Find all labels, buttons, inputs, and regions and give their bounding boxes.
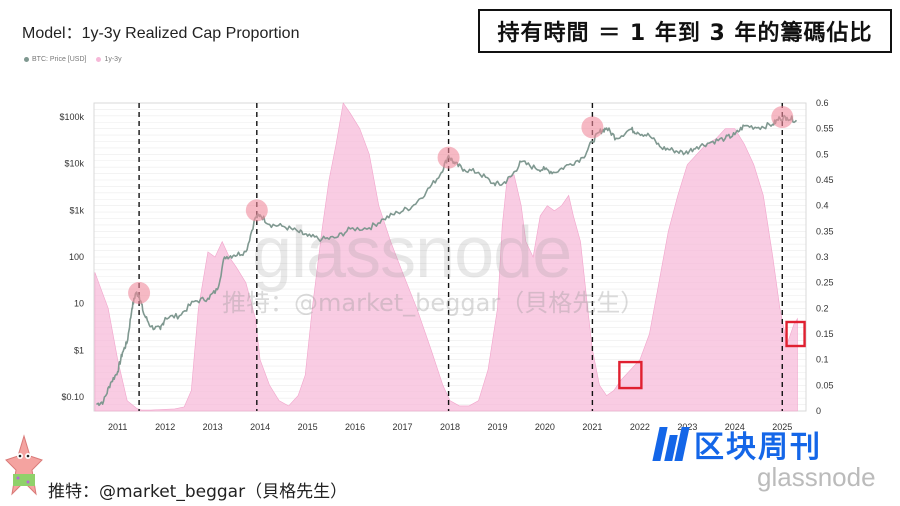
y-right-tick-label-12: 0.6 (816, 98, 829, 108)
x-tick-label-1: 2012 (155, 422, 175, 432)
chart-legend: BTC: Price [USD] 1y-3y (24, 56, 122, 63)
brand-name: 区块周刊 (694, 430, 822, 465)
legend-price-label: BTC: Price [USD] (32, 56, 87, 63)
series-area-1y-3y (94, 102, 798, 412)
starfish-avatar-icon (5, 434, 43, 496)
x-tick-label-4: 2015 (298, 422, 318, 432)
credit-watermark: 推特：@market_beggar（貝格先生） (222, 289, 645, 317)
y-left-tick-label-2: 10 (74, 299, 84, 309)
model-title: Model：1y-3y Realized Cap Proportion (22, 25, 300, 42)
glassnode-logo: glassnode (757, 462, 876, 492)
x-tick-label-0: 2011 (108, 422, 127, 432)
x-tick-label-5: 2016 (345, 422, 365, 432)
x-tick-label-6: 2017 (393, 422, 413, 432)
y-right-tick-label-8: 0.4 (816, 201, 829, 211)
x-tick-label-7: 2018 (440, 422, 460, 432)
footer-credit: 推特：@market_beggar（貝格先生） (48, 482, 348, 502)
x-tick-label-13: 2024 (725, 422, 745, 432)
glassnode-watermark: glassnode (252, 213, 572, 293)
legend-ratio-swatch (96, 56, 102, 62)
x-tick-label-2: 2013 (203, 422, 223, 432)
chinese-title-box: 持有時間 ＝ 1 年到 3 年的籌碼佔比 (478, 9, 892, 53)
y-left-tick-label-0: $0.10 (61, 392, 84, 402)
top-marker-0 (128, 281, 151, 304)
x-tick-label-3: 2014 (250, 422, 270, 432)
y-left-tick-label-5: $10k (64, 159, 84, 169)
top-marker-2 (437, 146, 460, 169)
legend-price-swatch (24, 56, 29, 62)
top-marker-1 (245, 199, 268, 222)
y-right-tick-label-9: 0.45 (816, 175, 834, 185)
legend-item-price[interactable]: BTC: Price [USD] (24, 56, 86, 63)
highlight-box-0 (618, 360, 643, 390)
y-right-tick-label-2: 0.1 (816, 355, 829, 365)
x-tick-label-10: 2021 (582, 422, 602, 432)
y-left-tick-label-3: 100 (69, 252, 84, 262)
y-right-tick-label-11: 0.55 (816, 124, 834, 134)
y-right-tick-label-6: 0.3 (816, 252, 829, 262)
y-right-tick-label-10: 0.5 (816, 149, 829, 159)
y-right-tick-label-1: 0.05 (816, 380, 834, 390)
y-right-tick-label-4: 0.2 (816, 303, 829, 313)
y-left-tick-label-1: $1 (74, 345, 84, 355)
brand-logo: 区块周刊 (652, 422, 822, 466)
brand-bars-icon (652, 427, 690, 461)
y-left-tick-label-4: $1k (69, 205, 84, 215)
y-right-tick-label-0: 0 (816, 406, 821, 416)
y-right-tick-label-7: 0.35 (816, 226, 834, 236)
legend-ratio-label: 1y-3y (104, 56, 122, 63)
x-tick-label-11: 2022 (630, 422, 650, 432)
legend-item-ratio[interactable]: 1y-3y (96, 56, 122, 63)
y-right-tick-label-3: 0.15 (816, 329, 834, 339)
series-line-btc-price (96, 114, 798, 407)
y-left-tick-label-6: $100k (59, 112, 84, 122)
highlight-box-1 (785, 320, 806, 348)
top-marker-4 (771, 106, 794, 129)
x-tick-label-14: 2025 (772, 422, 792, 432)
y-right-tick-label-5: 0.25 (816, 278, 834, 288)
x-tick-label-8: 2019 (487, 422, 507, 432)
x-tick-label-9: 2020 (535, 422, 555, 432)
top-marker-3 (581, 116, 604, 139)
